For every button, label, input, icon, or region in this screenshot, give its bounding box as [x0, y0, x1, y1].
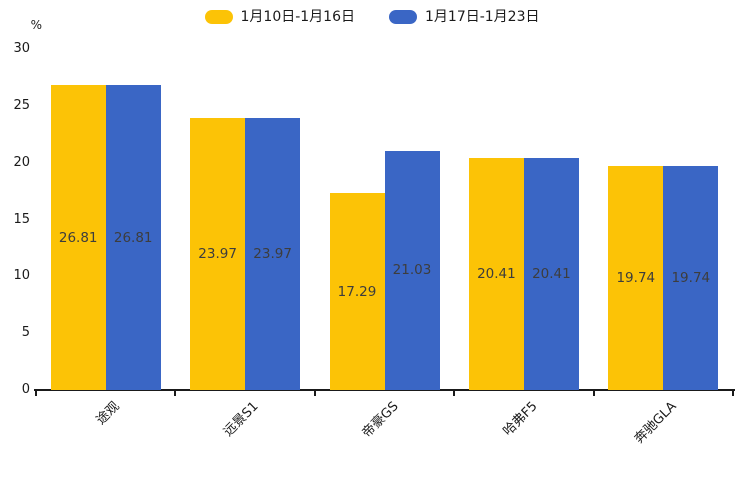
- bar-series-1: [190, 117, 246, 390]
- bar-series-2: [384, 150, 440, 390]
- y-tick-label: 15: [13, 211, 30, 227]
- y-tick-label: 25: [13, 97, 30, 113]
- bar-value-label: 21.03: [392, 262, 432, 279]
- x-tick-label: 途观: [93, 399, 123, 429]
- y-tick-label: 30: [13, 41, 30, 56]
- x-axis-tick-mark: [592, 391, 595, 396]
- x-tick-label: 帝豪GS: [359, 399, 402, 441]
- bar-value-label: 20.41: [532, 266, 571, 282]
- bar-value-label: 20.41: [477, 266, 516, 282]
- bar-series-2: [523, 158, 579, 390]
- x-axis-tick-mark: [174, 391, 177, 396]
- x-axis-tick-mark: [313, 391, 316, 396]
- bar-series-1: [608, 165, 664, 390]
- y-tick-label: 10: [13, 268, 30, 284]
- x-axis-tick-mark: [732, 391, 734, 396]
- bar-series-1: [329, 193, 385, 390]
- bar-value-label: 23.97: [198, 245, 237, 262]
- chart-legend: 1月10日-1月16日 1月17日-1月23日: [0, 8, 744, 26]
- x-axis-line: [34, 389, 735, 391]
- legend-label: 1月17日-1月23日: [425, 9, 540, 25]
- x-axis-tick-mark: [453, 391, 456, 396]
- legend-label: 1月10日-1月16日: [240, 9, 356, 25]
- bar-value-label: 19.74: [671, 269, 711, 286]
- bar-series-1: [50, 85, 106, 390]
- bar-value-label: 19.74: [616, 269, 656, 286]
- bar-value-label: 26.81: [58, 229, 98, 246]
- x-tick-label: 奔驰GLA: [632, 399, 680, 447]
- bar-series-1: [468, 158, 524, 390]
- legend-item: 1月17日-1月23日: [389, 8, 540, 26]
- bar-series-2: [105, 85, 161, 390]
- y-tick-label: 5: [21, 325, 30, 341]
- y-axis-unit-label: %: [30, 18, 42, 32]
- x-tick-label: 哈弗F5: [500, 399, 541, 440]
- x-axis-tick-mark: [35, 391, 37, 396]
- legend-swatch-series-1: [204, 10, 233, 24]
- x-tick-label: 远景S1: [221, 399, 262, 440]
- bar-series-2: [663, 165, 719, 390]
- legend-item: 1月10日-1月16日: [204, 8, 356, 26]
- bar-series-2: [245, 117, 301, 390]
- bar-value-label: 17.29: [337, 283, 377, 300]
- bar-value-label: 23.97: [253, 245, 292, 262]
- y-tick-label: 20: [13, 154, 30, 170]
- y-tick-label: 0: [21, 382, 30, 397]
- legend-swatch-series-2: [389, 10, 417, 24]
- bar-value-label: 26.81: [113, 229, 153, 246]
